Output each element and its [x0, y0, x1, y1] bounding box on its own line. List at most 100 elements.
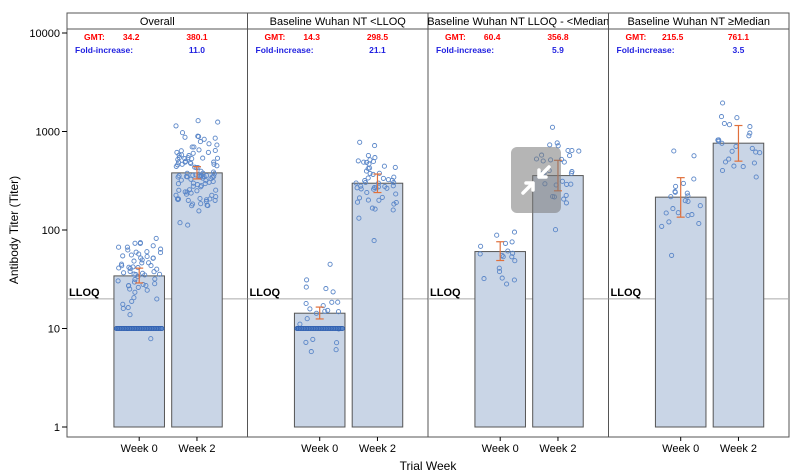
- data-point: [511, 229, 518, 235]
- data-point: [325, 307, 331, 313]
- panel-title: Baseline Wuhan NT LLOQ - <Median: [427, 16, 609, 28]
- data-point: [313, 310, 319, 316]
- data-point: [500, 254, 506, 260]
- data-point: [691, 176, 697, 182]
- data-point: [116, 265, 122, 271]
- data-point: [129, 298, 135, 304]
- data-point: [364, 189, 370, 196]
- zoom-collapse-button[interactable]: [511, 147, 561, 213]
- data-point: [148, 263, 154, 269]
- data-point: [719, 140, 725, 146]
- data-point: [376, 197, 382, 203]
- data-point: [509, 254, 515, 260]
- data-point: [201, 136, 207, 142]
- data-point: [175, 181, 181, 187]
- data-point: [684, 190, 690, 196]
- gmt-label: GMT:: [265, 32, 286, 42]
- data-point: [178, 177, 184, 183]
- data-point: [329, 299, 335, 305]
- data-point: [697, 203, 703, 209]
- data-point: [367, 170, 373, 177]
- data-point: [205, 149, 211, 155]
- data-point: [718, 114, 725, 120]
- data-point: [187, 159, 193, 166]
- data-point: [509, 239, 515, 245]
- fold-increase-label: Fold-increase:: [436, 45, 494, 55]
- lloq-label: LLOQ: [611, 287, 642, 299]
- data-point: [740, 164, 746, 170]
- data-point: [120, 253, 126, 259]
- data-point: [499, 275, 505, 281]
- data-point: [152, 281, 158, 287]
- data-point: [390, 207, 396, 213]
- data-point: [731, 163, 737, 169]
- data-point: [751, 160, 757, 166]
- data-point: [189, 144, 195, 150]
- data-point: [183, 191, 190, 197]
- data-point: [561, 159, 567, 165]
- fold-increase-value: 3.5: [733, 45, 745, 55]
- fold-increase-value: 21.1: [369, 45, 386, 55]
- data-point: [384, 185, 390, 191]
- data-point: [358, 183, 364, 189]
- data-point: [372, 143, 378, 149]
- data-point: [148, 336, 154, 342]
- y-axis-label: Antibody Titer (Titer): [7, 176, 21, 284]
- data-point: [131, 295, 137, 301]
- y-tick-label: 100: [42, 225, 60, 237]
- data-point: [749, 145, 755, 151]
- panel-frame: [608, 12, 790, 438]
- data-point: [185, 197, 191, 203]
- data-point: [173, 123, 179, 129]
- gmt-week2-value: 380.1: [186, 32, 208, 42]
- data-point: [333, 347, 339, 353]
- data-point: [576, 148, 582, 154]
- data-point: [753, 174, 759, 180]
- bar: [532, 175, 584, 428]
- data-point: [136, 251, 142, 257]
- data-point: [127, 268, 133, 274]
- data-point: [211, 161, 217, 167]
- data-point: [726, 156, 732, 162]
- data-point: [303, 300, 309, 307]
- data-point: [176, 187, 182, 193]
- data-point: [685, 198, 691, 204]
- panel: Baseline Wuhan NT LLOQ - <Median LLOQ GMT:…: [427, 12, 609, 455]
- data-point: [196, 208, 202, 214]
- x-tick-label: Week 2: [178, 443, 215, 455]
- data-point: [174, 196, 181, 202]
- bar: [712, 142, 765, 428]
- fold-increase-label: Fold-increase:: [75, 45, 133, 55]
- data-point: [392, 164, 398, 170]
- data-point: [203, 172, 210, 179]
- data-point: [669, 252, 675, 258]
- data-point: [680, 180, 686, 186]
- data-point: [390, 183, 396, 189]
- gmt-week0-value: 34.2: [123, 32, 140, 42]
- data-point: [363, 179, 369, 186]
- data-point: [358, 186, 364, 192]
- data-point: [132, 289, 138, 295]
- y-tick-label: 10: [48, 324, 60, 336]
- data-point: [308, 349, 314, 355]
- data-point: [190, 201, 196, 207]
- data-point: [150, 243, 156, 249]
- gmt-week2-value: 761.1: [728, 32, 750, 42]
- data-point: [132, 240, 138, 246]
- gmt-label: GMT:: [445, 32, 466, 42]
- x-tick-label: Week 0: [121, 443, 158, 455]
- data-point: [125, 247, 131, 253]
- data-point: [190, 150, 196, 156]
- data-point: [365, 152, 371, 159]
- data-point: [512, 258, 518, 264]
- collapse-arrows-icon: [521, 165, 551, 195]
- data-point: [154, 266, 160, 272]
- y-tick-label: 1000: [36, 127, 60, 139]
- data-point: [496, 265, 502, 271]
- data-point: [327, 261, 333, 267]
- data-point: [511, 277, 517, 283]
- data-point: [137, 240, 143, 246]
- data-point: [196, 147, 202, 153]
- data-point: [682, 198, 688, 204]
- lloq-label: LLOQ: [430, 287, 461, 299]
